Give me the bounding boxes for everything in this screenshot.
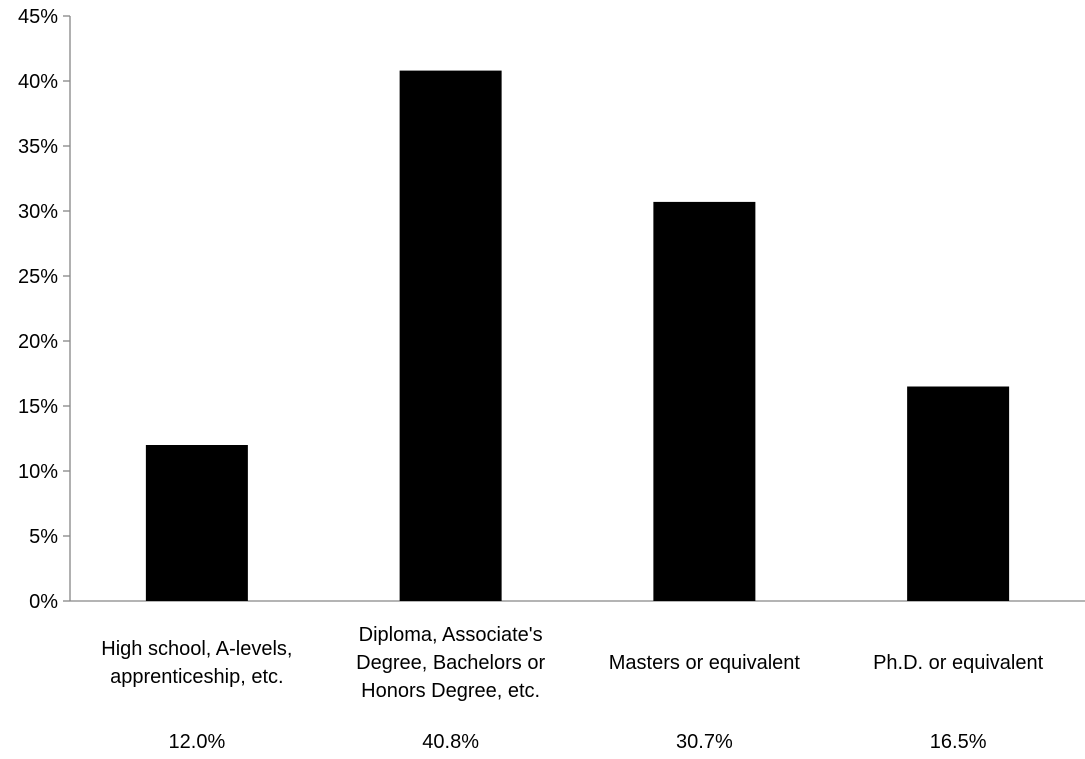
- category-label-line: Ph.D. or equivalent: [873, 652, 1044, 674]
- bars: [145, 70, 1010, 602]
- bar: [399, 70, 502, 602]
- y-tick-label: 5%: [29, 526, 58, 548]
- y-tick-label: 0%: [29, 591, 58, 613]
- category-label: Diploma, Associate's Degree, Bachelors or…: [356, 624, 545, 702]
- bar: [653, 201, 756, 601]
- category-label-line: apprenticeship, etc.: [110, 666, 283, 688]
- y-tick-label: 25%: [18, 266, 58, 288]
- bar: [907, 386, 1010, 601]
- category-label-line: High school, A-levels,: [101, 638, 292, 660]
- category-label-line: Honors Degree, etc.: [361, 680, 540, 702]
- bar: [145, 445, 248, 601]
- data-value-label: 12.0%: [169, 731, 226, 753]
- category-labels: High school, A-levels, apprenticeship, et…: [101, 624, 1043, 702]
- data-value-label: 30.7%: [676, 731, 733, 753]
- y-tick-label: 45%: [18, 6, 58, 28]
- category-label: High school, A-levels, apprenticeship, et…: [101, 638, 292, 688]
- category-label-line: Diploma, Associate's: [359, 624, 543, 646]
- y-tick-label: 10%: [18, 461, 58, 483]
- category-label-line: Degree, Bachelors or: [356, 652, 545, 674]
- category-label: Ph.D. or equivalent: [873, 652, 1044, 674]
- data-value-label: 16.5%: [930, 731, 987, 753]
- y-tick-label: 40%: [18, 71, 58, 93]
- y-tick-label: 30%: [18, 201, 58, 223]
- y-axis: 0% 5% 10% 15% 20% 25% 30% 35% 40% 45%: [18, 6, 71, 613]
- y-tick-label: 20%: [18, 331, 58, 353]
- data-value-label: 40.8%: [422, 731, 479, 753]
- y-tick-label: 15%: [18, 396, 58, 418]
- category-label-line: Masters or equivalent: [609, 652, 801, 674]
- y-tick-label: 35%: [18, 136, 58, 158]
- data-labels: 12.0% 40.8% 30.7% 16.5%: [169, 731, 987, 753]
- category-label: Masters or equivalent: [609, 652, 801, 674]
